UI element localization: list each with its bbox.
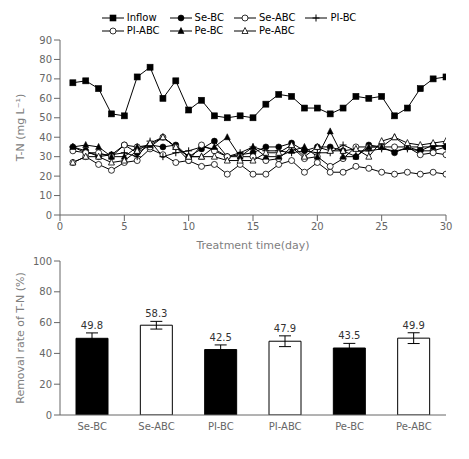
html-text:Pe-BC: Pe-BC: [194, 25, 224, 36]
svg-text:20: 20: [39, 171, 52, 182]
html-text:PI-BC: PI-BC: [330, 12, 357, 23]
html-text:PI-ABC: PI-ABC: [126, 25, 160, 36]
svg-text:58.3: 58.3: [145, 308, 167, 319]
svg-text:47.9: 47.9: [274, 323, 296, 334]
svg-text:80: 80: [39, 54, 52, 65]
html-text:Inflow: Inflow: [126, 12, 157, 23]
svg-text:0: 0: [46, 410, 52, 421]
svg-text:Se-ABC: Se-ABC: [138, 421, 174, 432]
svg-text:30: 30: [440, 221, 453, 232]
svg-text:42.5: 42.5: [210, 332, 232, 343]
svg-text:20: 20: [39, 379, 52, 390]
html-text:Se-ABC: Se-ABC: [259, 12, 296, 23]
svg-text:Removal rate of T-N (%): Removal rate of T-N (%): [14, 272, 27, 404]
svg-text:5: 5: [121, 221, 127, 232]
svg-text:T-N (mg L⁻¹): T-N (mg L⁻¹): [14, 94, 27, 163]
svg-text:Se-BC: Se-BC: [77, 421, 106, 432]
svg-text:49.8: 49.8: [81, 320, 103, 331]
svg-text:43.5: 43.5: [338, 330, 360, 341]
svg-text:60: 60: [39, 93, 52, 104]
svg-text:49.9: 49.9: [403, 320, 425, 331]
svg-text:10: 10: [39, 190, 52, 201]
svg-text:25: 25: [375, 221, 388, 232]
html-text:Se-BC: Se-BC: [194, 12, 224, 23]
svg-text:0: 0: [57, 221, 63, 232]
svg-text:0: 0: [46, 210, 52, 221]
svg-text:70: 70: [39, 73, 52, 84]
svg-text:10: 10: [182, 221, 195, 232]
svg-text:PI-ABC: PI-ABC: [269, 421, 302, 432]
svg-text:90: 90: [39, 35, 52, 46]
svg-text:PI-BC: PI-BC: [208, 421, 234, 432]
svg-text:60: 60: [39, 317, 52, 328]
html-text:Pe-ABC: Pe-ABC: [259, 25, 295, 36]
svg-text:40: 40: [39, 132, 52, 143]
svg-text:Pe-ABC: Pe-ABC: [396, 421, 432, 432]
svg-text:20: 20: [311, 221, 324, 232]
svg-text:40: 40: [39, 348, 52, 359]
svg-text:30: 30: [39, 151, 52, 162]
svg-text:80: 80: [39, 286, 52, 297]
svg-text:15: 15: [247, 221, 260, 232]
svg-text:Treatment time(day): Treatment time(day): [195, 239, 309, 252]
svg-text:Pe-BC: Pe-BC: [335, 421, 364, 432]
svg-text:50: 50: [39, 112, 52, 123]
svg-text:100: 100: [33, 256, 52, 267]
